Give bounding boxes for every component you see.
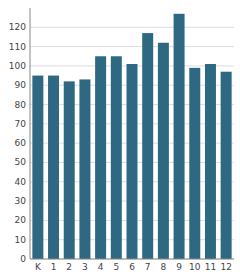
bar [142, 33, 153, 259]
bar [127, 64, 138, 259]
y-tick-label: 60 [15, 138, 27, 148]
y-axis-line [30, 8, 31, 259]
x-tick-label: 12 [220, 262, 231, 272]
x-tick-label: K [35, 262, 42, 272]
y-tick-label: 0 [20, 254, 26, 264]
y-tick-label: 30 [15, 196, 27, 206]
grid-line [30, 259, 234, 260]
y-tick-label: 90 [15, 80, 27, 90]
x-tick-label: 7 [145, 262, 151, 272]
x-tick-label: 6 [129, 262, 135, 272]
bar [205, 64, 216, 259]
bar [158, 43, 169, 259]
x-tick-label: 10 [189, 262, 201, 272]
y-tick-label: 50 [15, 157, 27, 167]
y-tick-label: 10 [15, 235, 27, 245]
x-tick-label: 3 [82, 262, 88, 272]
x-tick-label: 9 [176, 262, 182, 272]
x-tick-label: 4 [98, 262, 104, 272]
x-tick-label: 8 [161, 262, 167, 272]
x-tick-label: 5 [113, 262, 119, 272]
y-tick-label: 80 [15, 100, 27, 110]
y-tick-label: 70 [15, 119, 27, 129]
bar [174, 14, 185, 259]
bar [189, 68, 200, 259]
bar [79, 79, 90, 259]
bar [32, 76, 43, 259]
x-tick-label: 11 [205, 262, 216, 272]
x-tick-label: 2 [66, 262, 72, 272]
x-tick-label: 1 [51, 262, 57, 272]
y-tick-label: 40 [15, 177, 27, 187]
y-tick-label: 100 [9, 61, 26, 71]
y-tick-label: 20 [15, 215, 27, 225]
y-tick-label: 110 [9, 42, 26, 52]
bar [95, 56, 106, 259]
chart: 0102030405060708090100110120K12345678910… [0, 0, 240, 277]
x-axis-line [30, 259, 234, 260]
bars [32, 14, 231, 259]
bar [221, 72, 232, 259]
bar [64, 81, 75, 259]
y-tick-label: 120 [9, 22, 26, 32]
grid-line [30, 46, 234, 47]
bar [48, 76, 59, 259]
bar [111, 56, 122, 259]
grid-line [30, 27, 234, 28]
grid [30, 27, 234, 259]
